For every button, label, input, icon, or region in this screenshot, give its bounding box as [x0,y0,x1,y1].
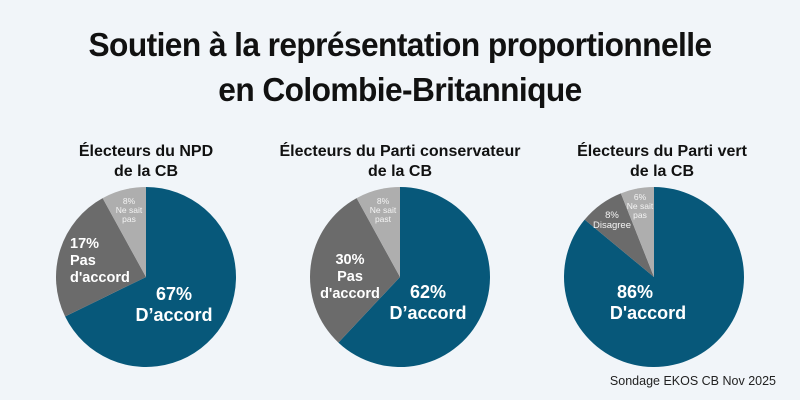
label-dont-know-line2: pas [633,210,647,220]
slice-disagree [584,193,654,277]
panel-title-green: Électeurs du Parti vert de la CB [552,142,772,182]
label-disagree-line1: Disagree [593,220,631,231]
label-dont-know-line1: Ne sait [627,201,654,211]
label-dont-know-line1: Ne sait [370,205,397,215]
slice-dont-know [620,187,654,277]
label-disagree-pct: 8% [605,210,619,221]
slice-agree [65,187,236,367]
label-dont-know-pct: 6% [634,192,647,202]
panel-title-line1: Électeurs du NPD [78,143,214,160]
label-agree-pct: 67% [156,284,192,304]
label-dont-know-line2: past [375,214,392,224]
slice-dont-know [102,187,146,277]
label-dont-know-line1: Ne sait [116,205,143,215]
panel-title-line1: Électeurs du Parti vert [577,143,747,160]
label-dont-know-line2: pas [122,214,136,224]
source-note: Sondage EKOS CB Nov 2025 [609,374,776,388]
slice-disagree [55,198,146,317]
panel-title-line1: Électeurs du Parti conservateur [279,143,521,160]
panel-title-line2: de la CB [629,163,694,180]
chart-title-line1: Soutien à la représentation proportionne… [88,26,712,63]
panel-title-line2: de la CB [113,163,178,180]
chart-title: Soutien à la représentation proportionne… [16,22,784,112]
label-disagree-line1: Pas [70,253,96,269]
label-disagree-line2: d'accord [70,270,130,286]
slice-agree [338,187,490,368]
label-agree-pct: 62% [410,282,446,302]
slice-disagree [310,198,400,343]
label-disagree-pct: 17% [70,236,99,252]
pie-green: 6% Ne sait pas 8% Disagree 86% D'accord [564,187,744,367]
chart-title-line2: en Colombie-Britannique [218,71,582,108]
label-disagree-pct: 30% [335,252,364,268]
panel-title-conservative: Électeurs du Parti conservateur de la CB [270,142,530,182]
slice-dont-know [356,187,400,277]
label-disagree-line2: d'accord [320,286,380,302]
panel-title-npd: Électeurs du NPD de la CB [46,142,246,182]
label-dont-know-pct: 8% [377,196,390,206]
label-agree-pct: 86% [617,282,653,302]
pie-conservative: 8% Ne sait past 30% Pas d'accord 62% D’a… [310,187,490,368]
label-dont-know-pct: 8% [123,196,136,206]
label-agree: D’accord [389,303,466,323]
pie-npd: 8% Ne sait pas 17% Pas d'accord 67% D’ac… [55,187,236,367]
label-disagree-line1: Pas [337,269,363,285]
label-agree: D’accord [135,305,212,325]
panel-title-line2: de la CB [367,163,432,180]
label-agree: D'accord [610,303,686,323]
